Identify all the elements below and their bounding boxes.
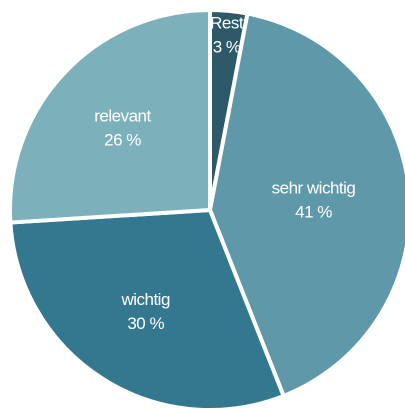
slice-name-label: wichtig [120,290,170,309]
slice-name-label: Rest [210,13,244,32]
slice-value-label: 26 % [104,130,141,149]
slice-value-label: 3 % [213,37,241,56]
slice-name-label: relevant [94,106,151,125]
pie-labels: Rest 3 % sehr wichtig 41 % wichtig 30 % releva… [94,13,356,333]
pie-slice-relevant [7,8,212,225]
pie-slices [7,8,405,409]
pie-slice-wichtig [8,208,286,409]
slice-value-label: 30 % [127,314,164,333]
slice-value-label: 41 % [295,203,332,222]
slice-name-label: sehr wichtig [272,179,356,198]
pie-slice-sehr-wichtig [208,11,405,398]
